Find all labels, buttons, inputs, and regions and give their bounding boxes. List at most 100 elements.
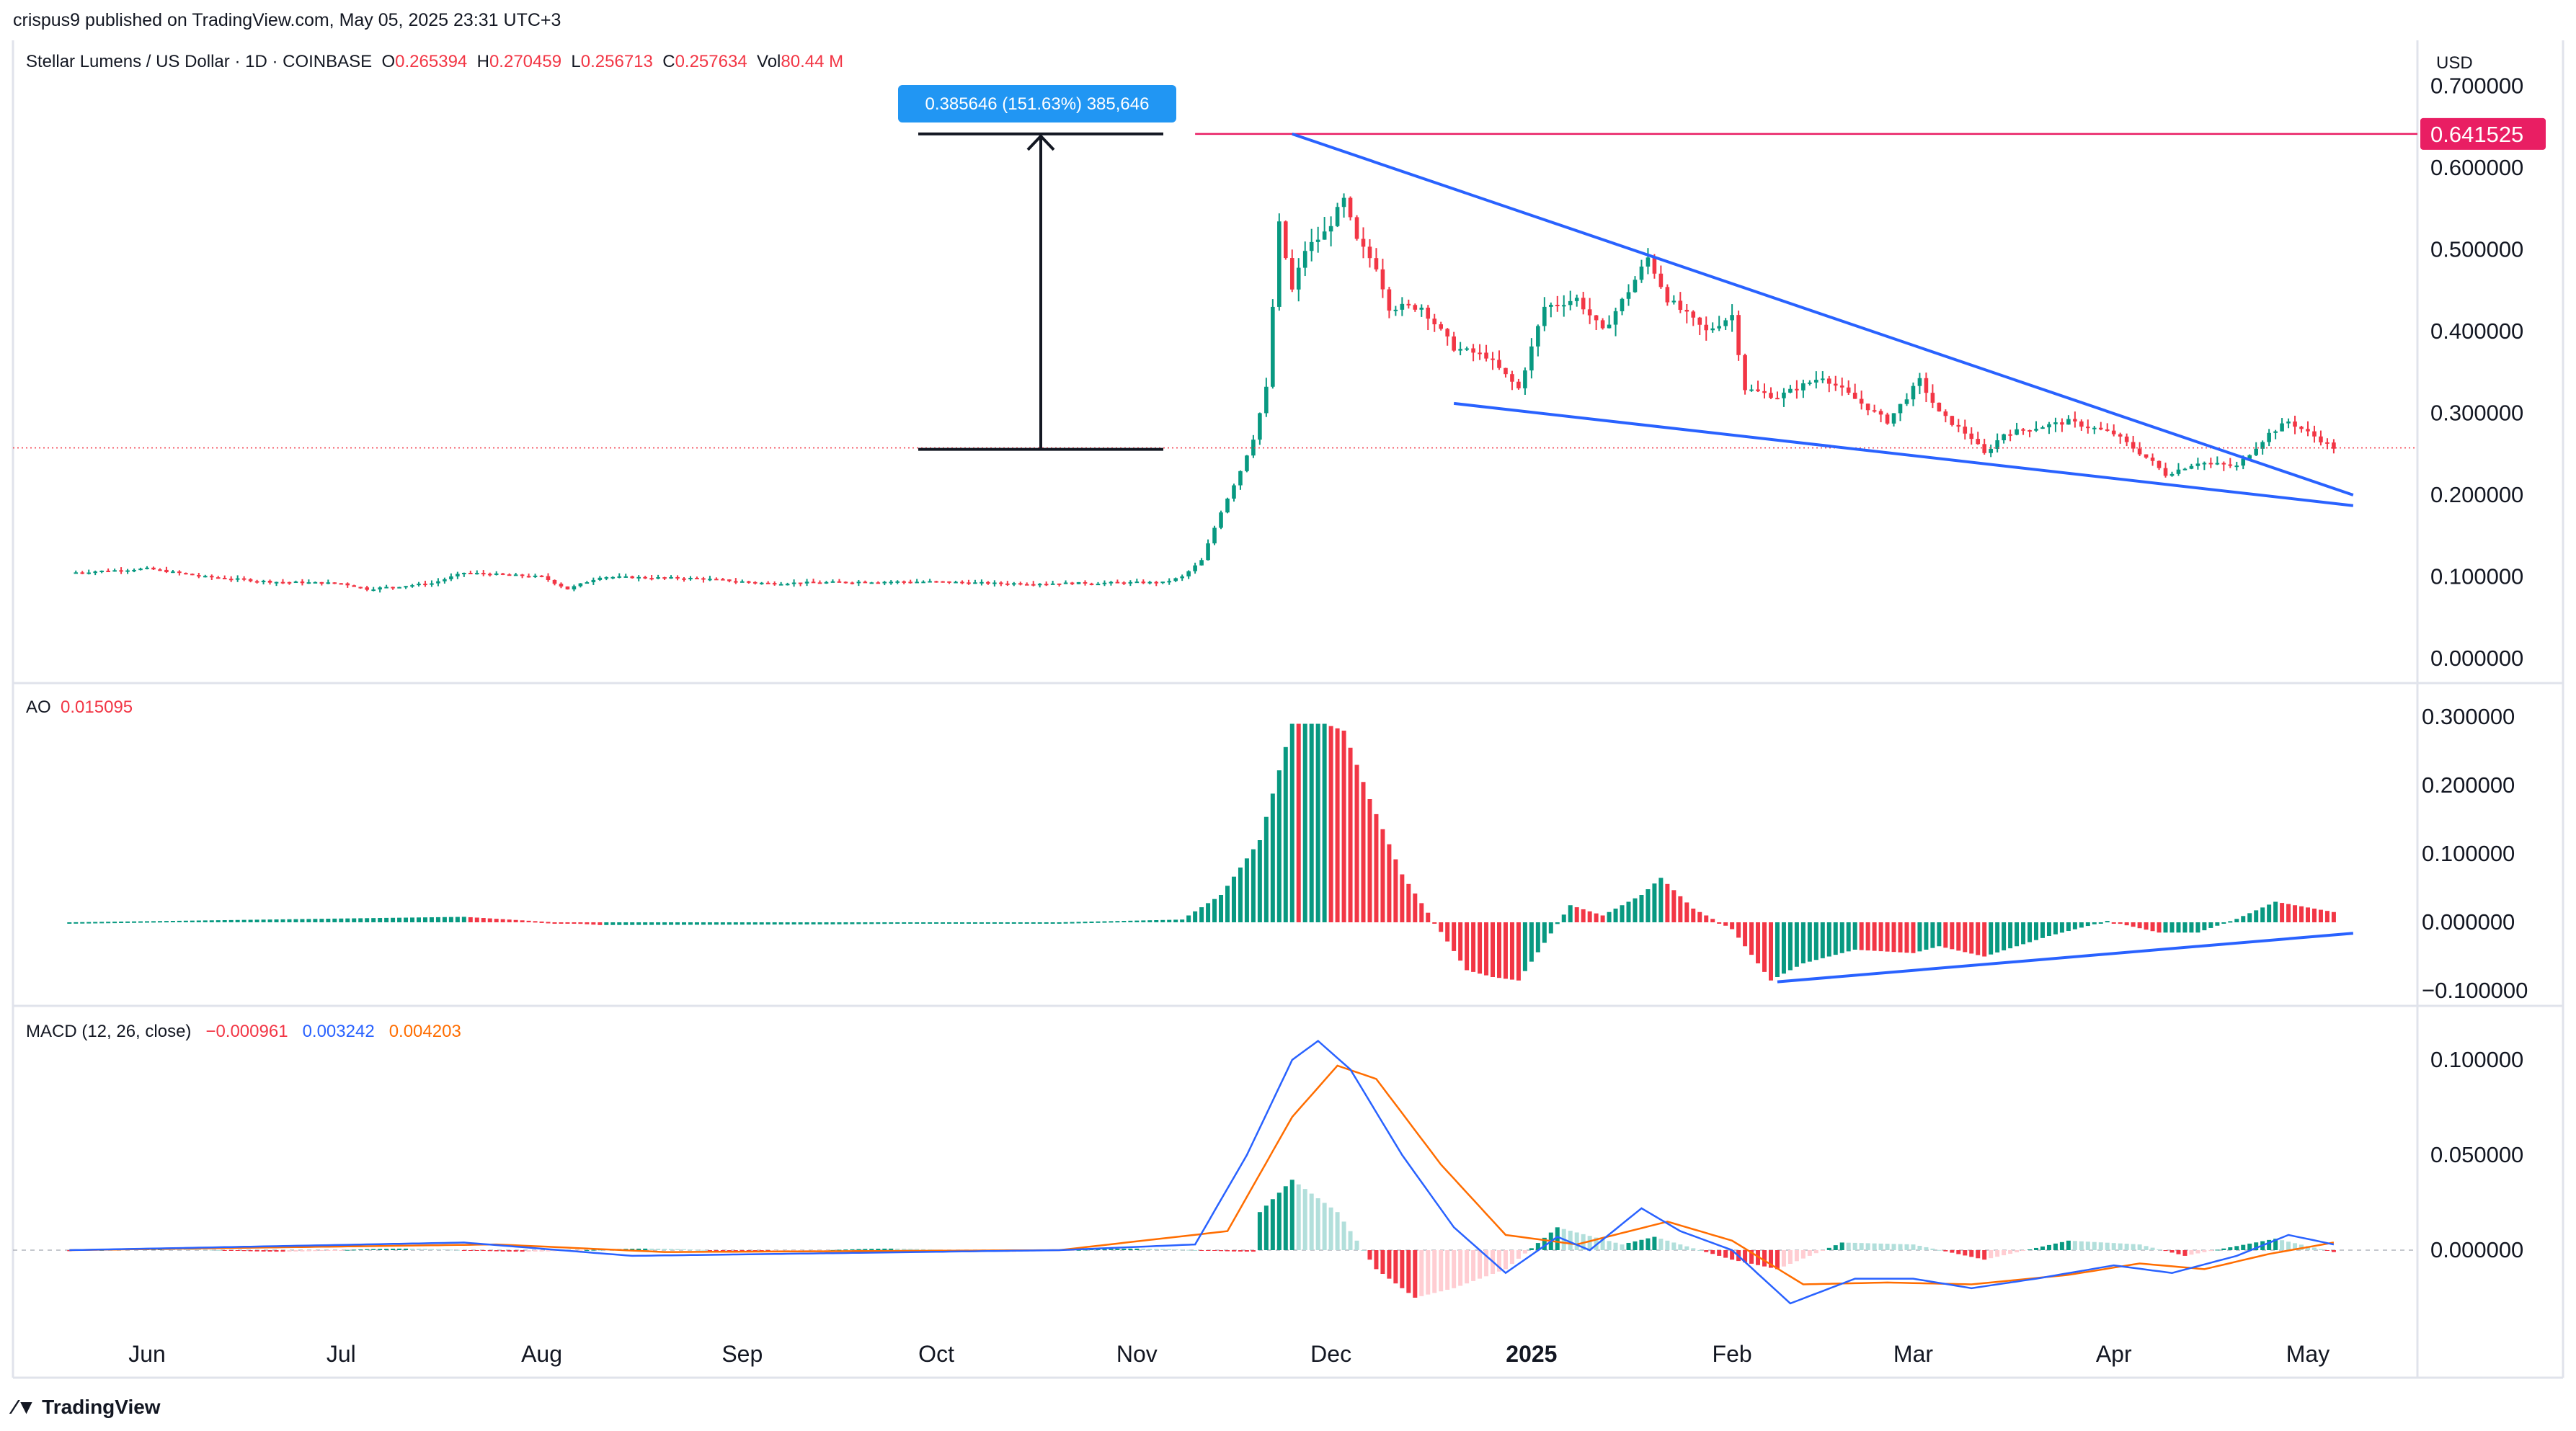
macd-histogram-bar (1833, 1245, 1838, 1250)
candle-body (2202, 463, 2207, 465)
ao-bar (1768, 922, 1773, 981)
ao-bar (2306, 907, 2310, 922)
candle-body (1730, 315, 1734, 321)
ao-bar (1276, 770, 1282, 922)
candle-body (2066, 419, 2071, 425)
ao-bar (1730, 922, 1735, 930)
macd-histogram-bar (384, 1249, 389, 1250)
ao-bar (1452, 922, 1457, 951)
low-label: L (571, 52, 581, 71)
candle-body (1820, 378, 1825, 380)
macd-histogram-bar (1393, 1250, 1398, 1284)
macd-histogram-bar (1846, 1242, 1851, 1250)
candle-body (2325, 442, 2329, 444)
candle-body (1633, 280, 1638, 293)
time-tick-label: 2025 (1506, 1341, 1557, 1367)
ao-bar (1865, 922, 1870, 951)
macd-histogram-bar (869, 1249, 874, 1250)
macd-histogram-bar (461, 1250, 466, 1251)
macd-histogram-bar (2273, 1239, 2278, 1250)
ao-bar (448, 917, 453, 922)
candle-body (1387, 289, 1392, 311)
macd-histogram-bar (675, 1249, 680, 1250)
ao-bar (494, 919, 499, 922)
candle-body (2319, 436, 2323, 442)
candle-body (915, 581, 919, 584)
candle-body (1775, 398, 1780, 400)
ao-bar (1891, 922, 1896, 953)
candle-body (610, 576, 616, 579)
ao-bar (2040, 922, 2045, 938)
candle-body (1031, 584, 1036, 586)
tradingview-logo[interactable]: ⁄▼ TradingView (13, 1396, 161, 1419)
ao-bar (2215, 922, 2220, 926)
ao-bar (203, 920, 208, 922)
macd-histogram-bar (1950, 1250, 1955, 1253)
candle-body (423, 584, 427, 586)
macd-histogram-bar (1820, 1250, 1825, 1251)
tradingview-logo-icon: ⁄▼ (13, 1396, 37, 1418)
macd-histogram-bar (1633, 1241, 1638, 1250)
candle-body (216, 577, 221, 579)
ao-bar (1542, 922, 1547, 943)
macd-histogram-bar (2137, 1244, 2142, 1250)
high-label: H (476, 52, 489, 71)
candle-body (1348, 197, 1353, 218)
candle-body (2047, 424, 2051, 428)
ao-bar (979, 922, 984, 924)
ao-bar (1607, 911, 1612, 922)
ao-bar (1393, 859, 1398, 922)
macd-histogram-bar (481, 1250, 486, 1252)
macd-histogram-bar (902, 1249, 907, 1250)
candle-body (449, 576, 453, 579)
macd-histogram-bar (2111, 1243, 2116, 1250)
candle-body (306, 582, 311, 584)
candle-body (1258, 413, 1262, 440)
candle-body (591, 579, 596, 583)
ao-bar (2324, 911, 2329, 922)
macd-histogram-bar (2059, 1241, 2064, 1250)
candle-body (1969, 433, 1974, 440)
macd-histogram-bar (850, 1249, 855, 1250)
candle-body (585, 582, 590, 584)
ao-bar (404, 917, 409, 922)
candle-body (2098, 427, 2103, 429)
ao-bar (669, 922, 674, 925)
candle-body (1736, 315, 1741, 355)
ao-bar (2008, 922, 2013, 949)
macd-histogram-bar (1930, 1248, 1935, 1250)
macd-histogram-bar (1426, 1250, 1431, 1295)
ao-bar (921, 922, 926, 924)
candle-body (1808, 382, 1812, 384)
candle-body (863, 581, 868, 584)
candle-body (235, 578, 240, 580)
candle-body (604, 577, 609, 579)
macd-histogram-bar (261, 1250, 266, 1252)
ao-bar (565, 922, 570, 924)
macd-histogram-bar (1743, 1250, 1748, 1262)
ao-bar (1620, 905, 1625, 922)
candle-body (1549, 304, 1553, 307)
ao-bar (656, 922, 661, 925)
macd-histogram-bar (1749, 1250, 1754, 1264)
macd-histogram-bar (2034, 1247, 2039, 1250)
ao-bar (1238, 868, 1243, 922)
ao-bar (326, 919, 331, 922)
candle-body (287, 581, 292, 584)
candle-body (358, 587, 363, 589)
ao-bar (1529, 922, 1534, 962)
macd-histogram-bar (2157, 1249, 2162, 1250)
ao-bar (791, 922, 796, 925)
ao-bar (1671, 890, 1676, 922)
candle-body (280, 581, 285, 584)
ao-bar (2111, 922, 2116, 924)
macd-histogram-bar (2202, 1250, 2207, 1252)
macd-tick-label: 0.000000 (2430, 1237, 2523, 1262)
macd-histogram-bar (2021, 1250, 2026, 1252)
candle-body (1380, 269, 1385, 290)
ao-bar (798, 922, 803, 924)
macd-histogram-bar (1160, 1249, 1165, 1250)
macd-histogram-bar (1406, 1250, 1411, 1293)
ao-bar (209, 920, 214, 922)
